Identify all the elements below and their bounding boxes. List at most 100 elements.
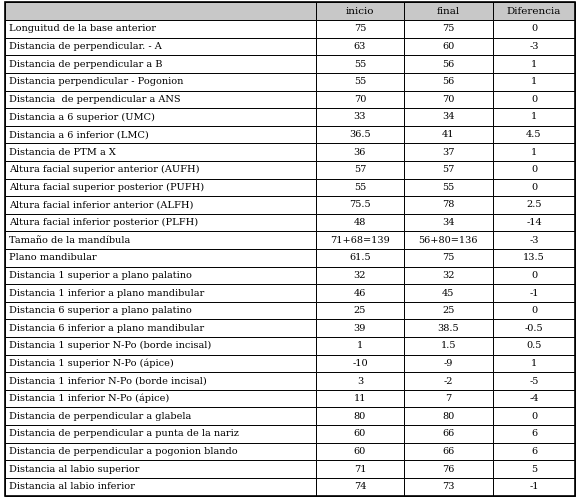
Bar xyxy=(316,161,404,179)
Bar xyxy=(404,443,492,460)
Text: 0: 0 xyxy=(531,271,537,280)
Text: 1: 1 xyxy=(531,77,537,86)
Text: Altura facial superior posterior (PUFH): Altura facial superior posterior (PUFH) xyxy=(9,183,204,192)
Bar xyxy=(316,38,404,55)
Text: 78: 78 xyxy=(442,201,455,210)
Text: 75.5: 75.5 xyxy=(349,201,371,210)
Text: 34: 34 xyxy=(442,218,455,227)
Bar xyxy=(316,373,404,390)
Bar xyxy=(492,125,575,143)
Bar xyxy=(5,425,316,443)
Text: 25: 25 xyxy=(442,306,455,315)
Text: -1: -1 xyxy=(529,482,539,491)
Text: 11: 11 xyxy=(354,394,366,403)
Bar xyxy=(316,478,404,496)
Bar xyxy=(404,355,492,373)
Bar xyxy=(492,460,575,478)
Bar xyxy=(492,425,575,443)
Text: -0.5: -0.5 xyxy=(525,324,543,333)
Text: Distancia a 6 inferior (LMC): Distancia a 6 inferior (LMC) xyxy=(9,130,148,139)
Bar xyxy=(5,266,316,284)
Bar xyxy=(492,373,575,390)
Text: 70: 70 xyxy=(442,95,455,104)
Bar xyxy=(492,407,575,425)
Text: 3: 3 xyxy=(357,376,363,385)
Text: 13.5: 13.5 xyxy=(523,253,545,262)
Bar xyxy=(492,337,575,355)
Bar xyxy=(316,73,404,91)
Bar xyxy=(5,108,316,125)
Text: 55: 55 xyxy=(354,183,366,192)
Bar xyxy=(5,20,316,38)
Bar xyxy=(5,284,316,302)
Bar xyxy=(316,108,404,125)
Text: Altura facial superior anterior (AUFH): Altura facial superior anterior (AUFH) xyxy=(9,165,199,174)
Text: 1: 1 xyxy=(531,60,537,69)
Text: 39: 39 xyxy=(354,324,366,333)
Text: 66: 66 xyxy=(442,447,455,456)
Text: 33: 33 xyxy=(354,113,366,122)
Bar xyxy=(5,214,316,232)
Text: Diferencia: Diferencia xyxy=(507,7,561,16)
Text: 32: 32 xyxy=(354,271,366,280)
Bar xyxy=(316,266,404,284)
Text: Altura facial inferior anterior (ALFH): Altura facial inferior anterior (ALFH) xyxy=(9,201,193,210)
Text: 76: 76 xyxy=(442,465,455,474)
Text: Distancia 1 superior a plano palatino: Distancia 1 superior a plano palatino xyxy=(9,271,191,280)
Text: Longuitud de la base anterior: Longuitud de la base anterior xyxy=(9,24,155,33)
Bar xyxy=(404,214,492,232)
Bar xyxy=(316,284,404,302)
Text: 70: 70 xyxy=(354,95,366,104)
Bar xyxy=(404,319,492,337)
Text: 1: 1 xyxy=(531,113,537,122)
Text: Distancia al labio inferior: Distancia al labio inferior xyxy=(9,482,135,491)
Text: 7: 7 xyxy=(445,394,451,403)
Bar xyxy=(492,284,575,302)
Bar xyxy=(492,55,575,73)
Bar xyxy=(5,232,316,249)
Bar xyxy=(404,91,492,108)
Text: Distancia a 6 superior (UMC): Distancia a 6 superior (UMC) xyxy=(9,113,155,122)
Bar xyxy=(316,196,404,214)
Text: Altura facial inferior posterior (PLFH): Altura facial inferior posterior (PLFH) xyxy=(9,218,198,227)
Text: -4: -4 xyxy=(529,394,539,403)
Text: Distancia de perpendicular. - A: Distancia de perpendicular. - A xyxy=(9,42,161,51)
Text: 60: 60 xyxy=(354,429,366,438)
Bar xyxy=(5,319,316,337)
Bar xyxy=(404,232,492,249)
Bar xyxy=(492,73,575,91)
Text: 0.5: 0.5 xyxy=(526,341,542,351)
Bar xyxy=(404,425,492,443)
Text: -1: -1 xyxy=(529,288,539,297)
Text: 60: 60 xyxy=(442,42,455,51)
Bar xyxy=(492,2,575,20)
Text: Distancia 1 superior N-Po (ápice): Distancia 1 superior N-Po (ápice) xyxy=(9,359,173,368)
Bar xyxy=(5,55,316,73)
Bar xyxy=(316,337,404,355)
Bar xyxy=(5,337,316,355)
Bar xyxy=(404,161,492,179)
Text: Distancia 1 inferior N-Po (borde incisal): Distancia 1 inferior N-Po (borde incisal… xyxy=(9,376,206,385)
Bar xyxy=(316,214,404,232)
Bar xyxy=(5,196,316,214)
Bar xyxy=(5,91,316,108)
Text: 71+68=139: 71+68=139 xyxy=(330,236,390,245)
Text: 63: 63 xyxy=(354,42,366,51)
Bar xyxy=(492,355,575,373)
Bar xyxy=(404,143,492,161)
Bar xyxy=(316,355,404,373)
Bar xyxy=(5,373,316,390)
Bar xyxy=(316,125,404,143)
Text: Distancia 1 inferior a plano mandibular: Distancia 1 inferior a plano mandibular xyxy=(9,288,204,297)
Text: Distancia perpendicular - Pogonion: Distancia perpendicular - Pogonion xyxy=(9,77,183,86)
Bar xyxy=(492,214,575,232)
Bar xyxy=(5,249,316,266)
Bar xyxy=(316,143,404,161)
Bar xyxy=(316,91,404,108)
Bar xyxy=(492,143,575,161)
Text: 34: 34 xyxy=(442,113,455,122)
Bar xyxy=(404,108,492,125)
Text: 71: 71 xyxy=(354,465,366,474)
Bar xyxy=(492,443,575,460)
Text: Distancia 1 inferior N-Po (ápice): Distancia 1 inferior N-Po (ápice) xyxy=(9,394,169,403)
